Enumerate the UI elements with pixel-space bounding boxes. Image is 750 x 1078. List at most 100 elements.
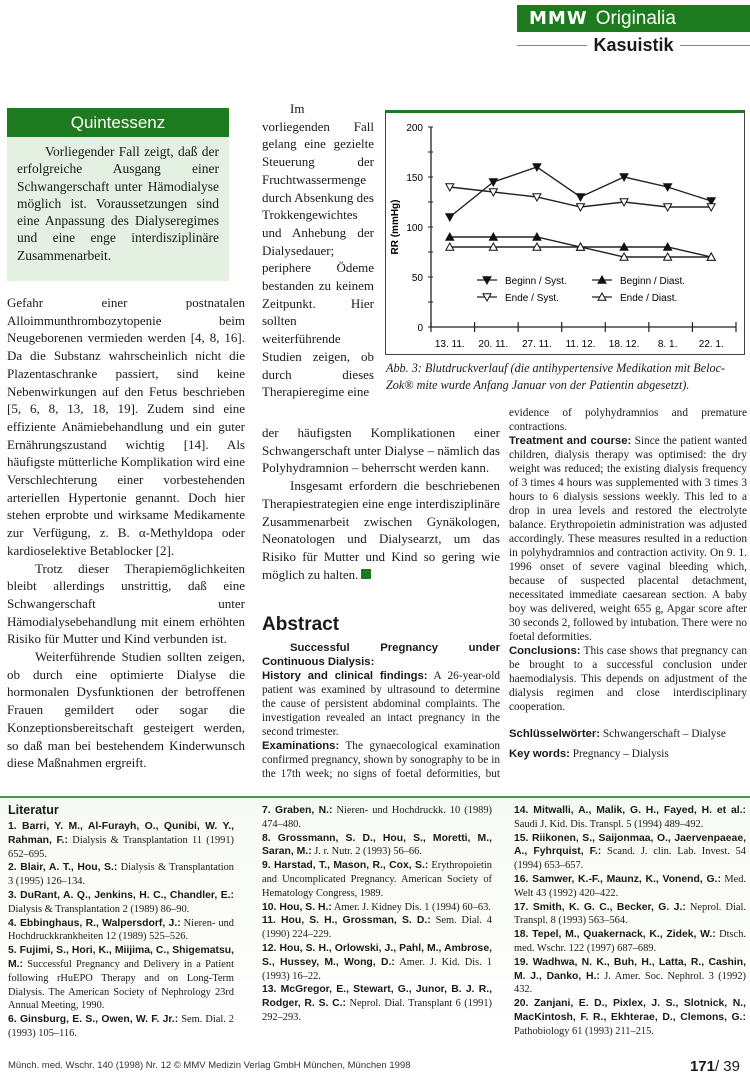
column-1: Gefahr einer postnatalen Alloimmunthromb… [7,294,245,772]
references-title: Literatur [8,803,59,817]
data-point [662,203,673,213]
divider [517,44,588,46]
legend-marker [482,293,492,303]
section-text: This case shows that pregnancy can be br… [509,645,747,713]
x-tick-label: 22. 1. [699,339,724,350]
column-2-narrow: Im vorliegenden Fall gelang eine gezielt… [262,100,374,401]
reference-item: 7. Graben, N.: Nieren- und Hochdruckk. 1… [262,804,492,832]
reference-authors: 19. Wadhwa, N. K., Buh, H., Latta, R., C… [514,956,746,982]
section-text: The gynaecological examination confirmed… [262,740,500,780]
x-tick-label: 18. 12. [609,339,640,350]
paragraph: Weiterführende Studien sollten zeigen, o… [7,649,245,771]
data-point [444,241,455,251]
reference-source: Successful Pregnancy and Delivery in a P… [8,958,234,1012]
reference-source: Neprol. Dial. Transpl. 8 (1993) 563–564. [514,901,746,927]
data-point [488,178,499,188]
data-point [444,213,455,223]
abstract-part-2: Examinations: The gynaecological examina… [509,406,747,764]
reference-item: 17. Smith, K. G. C., Becker, G. J.: Nepr… [514,901,746,929]
reference-source: Dialysis & Transplantation 3 (1995) 126–… [8,862,234,888]
reference-source: Sem. Dial. 4 (1990) 224–229. [262,915,493,941]
reference-source: Amer. J. Kid. Dis. 1 (1993) 16–22. [262,956,492,982]
data-point [444,231,455,241]
reference-authors: 16. Samwer, K.-F., Maunz, K., Vonend, G.… [514,873,721,885]
data-point [532,193,542,203]
reference-source: Sem. Dial. 2 (1993) 105–116. [8,1014,235,1039]
reference-source: Nieren- und Hochdruckk. 10 (1989) 474–48… [262,805,492,830]
abstract-heading: Abstract [262,614,340,635]
reference-source: Med. Welt 43 (1992) 420–422. [514,873,746,899]
data-point [575,203,586,213]
data-point [488,241,499,251]
journal-brand: MMW [529,8,588,29]
reference-source: Pathobiology 61 (1993) 211–215. [514,1025,654,1037]
quintessenz-box: Quintessenz Vorliegender Fall zeigt, daß… [7,108,229,281]
reference-authors: 20. Zanjani, E. D., Pixlex, J. S., Slotn… [514,998,746,1023]
reference-item: 1. Barri, Y. M., Al-Furayh, O., Qunibi, … [8,820,234,861]
blood-pressure-chart: 0 50 100 150 200 13. 11. 20. 11. 27. 11. 11. 12.… [385,110,745,355]
keywords-label: Key words: [509,748,570,760]
reference-item: 15. Riikonen, S., Saijonmaa, O., Jaerven… [514,832,746,873]
reference-item: 11. Hou, S. H., Grossman, S. D.: Sem. Di… [262,914,492,942]
data-point [575,193,586,203]
keywords-label: Schlüsselwörter: [509,728,601,740]
column-2-wide: der häufigsten Komplikationen einer Schw… [262,424,500,583]
reference-item: 18. Tepel, M., Quakernack, K., Zidek, W.… [514,928,746,956]
data-point [488,231,499,241]
references-column-2: 7. Graben, N.: Nieren- und Hochdruckk. 1… [262,804,492,1025]
reference-authors: 17. Smith, K. G. C., Becker, G. J.: [514,901,686,913]
reference-authors: 11. Hou, S. H., Grossman, S. D.: [262,915,431,927]
data-point [706,197,717,207]
divider [679,44,750,46]
data-point [532,163,542,173]
page-number: 171/ 39 [690,1058,740,1075]
reference-item: 9. Harstad, T., Mason, R., Cox, S.: Eryt… [262,859,492,900]
legend-marker [482,276,492,286]
legend-marker [597,274,607,284]
reference-item: 13. McGregor, E., Stewart, G., Junor, B.… [262,983,492,1024]
legend-marker [597,291,607,301]
keywords-value: Schwangerschaft – Dialyse [600,728,726,740]
reference-item: 3. DuRant, A. Q., Jenkins, H. C., Chandl… [8,889,234,917]
reference-authors: 14. Mitwalli, A., Malik, G. H., Fayed, H… [514,805,746,816]
paragraph-text: Insgesamt erfordern die beschriebenen Th… [262,478,500,582]
reference-authors: 4. Ebbinghaus, R., Walpersdorf, J.: [8,917,181,929]
data-point [532,241,542,251]
x-tick-label: 8. 1. [658,339,677,350]
legend-label: Beginn / Diast. [620,276,685,287]
reference-source: Neprol. Dial. Transplant 6 (1991) 292–29… [262,998,492,1023]
reference-source: Dialysis & Transplantation 2 (1989) 86–9… [8,903,190,915]
y-tick-label: 0 [417,323,423,334]
abstract-section: History and clinical findings: A 26-year… [262,669,500,739]
page-number-main: 171 [689,1058,715,1075]
subsection-header: Kasuistik [517,34,750,56]
paragraph: Trotz dieser Therapiemöglichkeiten bleib… [7,560,245,647]
x-tick-label: 27. 11. [522,339,552,350]
reference-source: Dtsch. med. Wschr. 122 (1997) 687–689. [514,929,747,954]
data-point [706,251,717,261]
quintessenz-text: Vorliegender Fall zeigt, daß der erfolgr… [17,144,219,263]
reference-item: 2. Blair, A. T., Hou, S.: Dialysis & Tra… [8,861,234,889]
reference-authors: 10. Hou, S. H.: [262,901,332,913]
section-text: The gynaecological examination confirmed… [509,407,747,433]
abstract-section-continued-clip: Examinations: The gynaecological examina… [509,406,747,434]
reference-item: 12. Hou, S. H., Orlowski, J., Pahl, M., … [262,942,492,983]
abstract-section-continued: Examinations: The gynaecological examina… [509,406,747,434]
y-axis-label: RR (mmHg) [390,200,401,255]
data-point [619,198,629,208]
data-point [619,251,629,261]
y-tick-label: 50 [412,273,424,284]
data-point [706,203,717,213]
end-of-article-square-icon [361,568,372,579]
data-point [575,241,586,251]
abstract-part-1: Successful Pregnancy under Continuous Di… [262,641,500,781]
reference-item: 10. Hou, S. H.: Amer. J. Kidney Dis. 1 (… [262,901,492,915]
keywords-english: Key words: Pregnancy – Dialysis [509,744,747,764]
reference-item: 16. Samwer, K.-F., Maunz, K., Vonend, G.… [514,873,746,901]
reference-source: Erythropoietin and Uncomplicated Pregnan… [262,860,492,899]
data-point [532,231,542,241]
reference-authors: 1. Barri, Y. M., Al-Furayh, O., Qunibi, … [8,821,234,846]
abstract-section: Treatment and course: Since the patient … [509,434,747,644]
journal-section: Originalia [595,8,676,29]
references-section [0,796,750,1030]
